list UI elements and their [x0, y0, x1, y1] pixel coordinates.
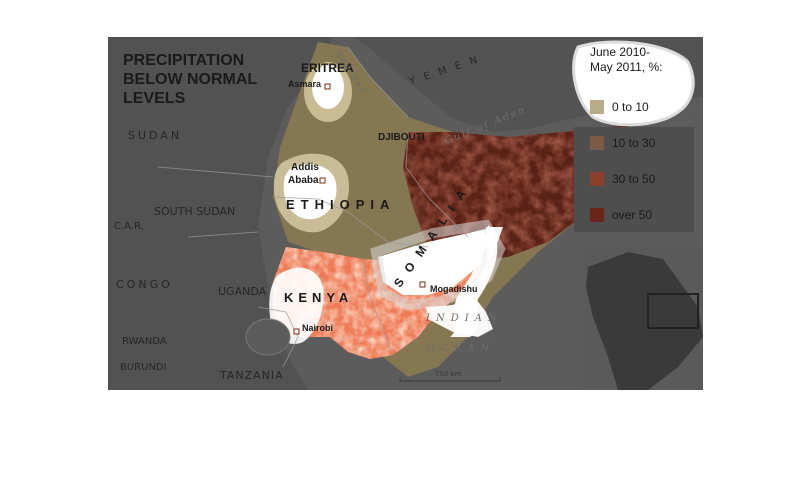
scale-bar: [399, 377, 501, 382]
legend-label: 30 to 50: [612, 172, 656, 186]
label-asmara: Asmara: [288, 79, 322, 89]
label-kenya: KENYA: [284, 290, 354, 305]
ocean-highlight: [426, 227, 503, 337]
label-uganda: UGANDA: [218, 285, 267, 298]
label-indian-ocean-2: OCEAN: [426, 343, 496, 354]
legend-item-0-10: 0 to 10: [590, 97, 649, 117]
mogadishu-marker: [419, 281, 426, 288]
label-addis-line-1: Addis: [291, 162, 319, 173]
map-title: PRECIPITATION BELOW NORMAL LEVELS: [123, 51, 257, 108]
legend-swatch: [590, 100, 604, 114]
label-djibouti: DJIBOUTI: [378, 132, 425, 143]
legend-swatch: [590, 136, 604, 150]
label-burundi: BURUNDI: [120, 362, 167, 373]
addis-marker: [319, 177, 326, 184]
title-line-2: BELOW NORMAL: [123, 71, 258, 88]
legend-title-1: June 2010-: [590, 45, 651, 59]
precipitation-map: PRECIPITATION BELOW NORMAL LEVELS June 2…: [108, 37, 703, 390]
legend-swatch: [590, 172, 604, 186]
scale-bar-label: 750 km: [435, 370, 462, 378]
label-nairobi: Nairobi: [302, 323, 334, 333]
inset-map: [583, 247, 703, 390]
label-congo: CONGO: [116, 278, 173, 291]
label-rwanda: RWANDA: [122, 336, 167, 347]
label-south-sudan: SOUTH SUDAN: [154, 205, 236, 218]
inset-highlight-box: [647, 293, 699, 329]
legend-swatch: [590, 208, 604, 222]
legend: June 2010- May 2011, %: 0 to 10 10 to 30…: [586, 45, 698, 222]
label-indian-ocean-1: INDIAN: [426, 313, 503, 324]
somalia-coast-highlight: [378, 227, 493, 295]
africa-landmass: [108, 37, 333, 390]
label-tanzania: TANZANIA: [220, 369, 284, 382]
label-addis-line-2: Ababa: [288, 175, 319, 186]
legend-item-30-50: 30 to 50: [590, 169, 655, 189]
legend-label: over 50: [612, 208, 653, 222]
legend-title-2: May 2011, %:: [590, 60, 663, 74]
legend-label: 10 to 30: [612, 136, 656, 150]
legend-item-over-50: over 50: [590, 205, 652, 225]
legend-item-10-30: 10 to 30: [590, 133, 655, 153]
lake-victoria: [245, 318, 291, 356]
map-canvas: [108, 37, 703, 390]
label-sudan: SUDAN: [128, 129, 183, 142]
country-borders: [157, 46, 469, 368]
label-eritrea: ERITREA: [301, 61, 354, 75]
nairobi-marker: [293, 328, 300, 335]
title-line-1: PRECIPITATION: [123, 52, 245, 69]
dim-overlay: [108, 37, 703, 390]
label-ethiopia: ETHIOPIA: [286, 197, 396, 212]
asmara-marker: [324, 83, 331, 90]
label-mogadishu: Mogadishu: [430, 284, 478, 294]
legend-label: 0 to 10: [612, 100, 649, 114]
label-car: C.A.R.: [114, 221, 144, 232]
title-line-3: LEVELS: [123, 90, 186, 107]
